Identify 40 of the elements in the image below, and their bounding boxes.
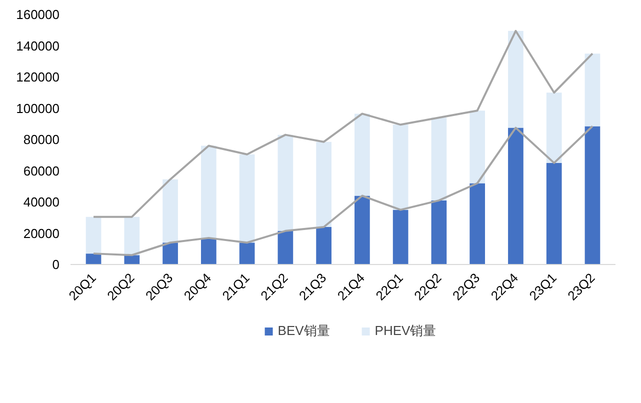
bar — [124, 216, 140, 256]
bar — [392, 124, 408, 210]
y-tick-label: 40000 — [23, 194, 60, 210]
bar — [278, 134, 294, 231]
bar — [278, 230, 294, 264]
y-tick-label: 60000 — [23, 163, 60, 178]
bar — [392, 210, 408, 264]
bar — [470, 183, 486, 264]
bar — [316, 142, 332, 227]
line-series — [92, 125, 594, 256]
bar — [508, 30, 524, 128]
bar — [124, 255, 140, 264]
bar — [316, 227, 332, 264]
bar — [508, 128, 524, 264]
bar — [584, 126, 600, 264]
y-tick-label: 0 — [52, 257, 60, 272]
bar — [584, 54, 600, 126]
bar — [431, 200, 447, 264]
bar — [162, 242, 178, 264]
y-tick-label: 20000 — [23, 226, 60, 241]
bar — [470, 110, 486, 184]
bar — [546, 92, 562, 163]
legend-label: PHEV销量 — [374, 322, 436, 340]
bar — [354, 114, 370, 196]
bar — [200, 238, 216, 264]
y-tick-label: 140000 — [16, 38, 60, 54]
line-series — [92, 30, 594, 218]
y-tick-label: 120000 — [16, 70, 60, 84]
bar — [200, 146, 216, 238]
y-tick-label: 160000 — [16, 7, 60, 22]
bar — [239, 154, 255, 243]
legend-label: BEV销量 — [278, 322, 330, 340]
bar — [86, 216, 102, 254]
bar — [431, 118, 447, 200]
bar — [239, 242, 255, 264]
bar — [354, 196, 370, 264]
bar — [546, 162, 562, 264]
y-tick-label: 100000 — [16, 100, 60, 116]
bar — [162, 179, 178, 243]
y-tick-label: 80000 — [23, 132, 60, 147]
